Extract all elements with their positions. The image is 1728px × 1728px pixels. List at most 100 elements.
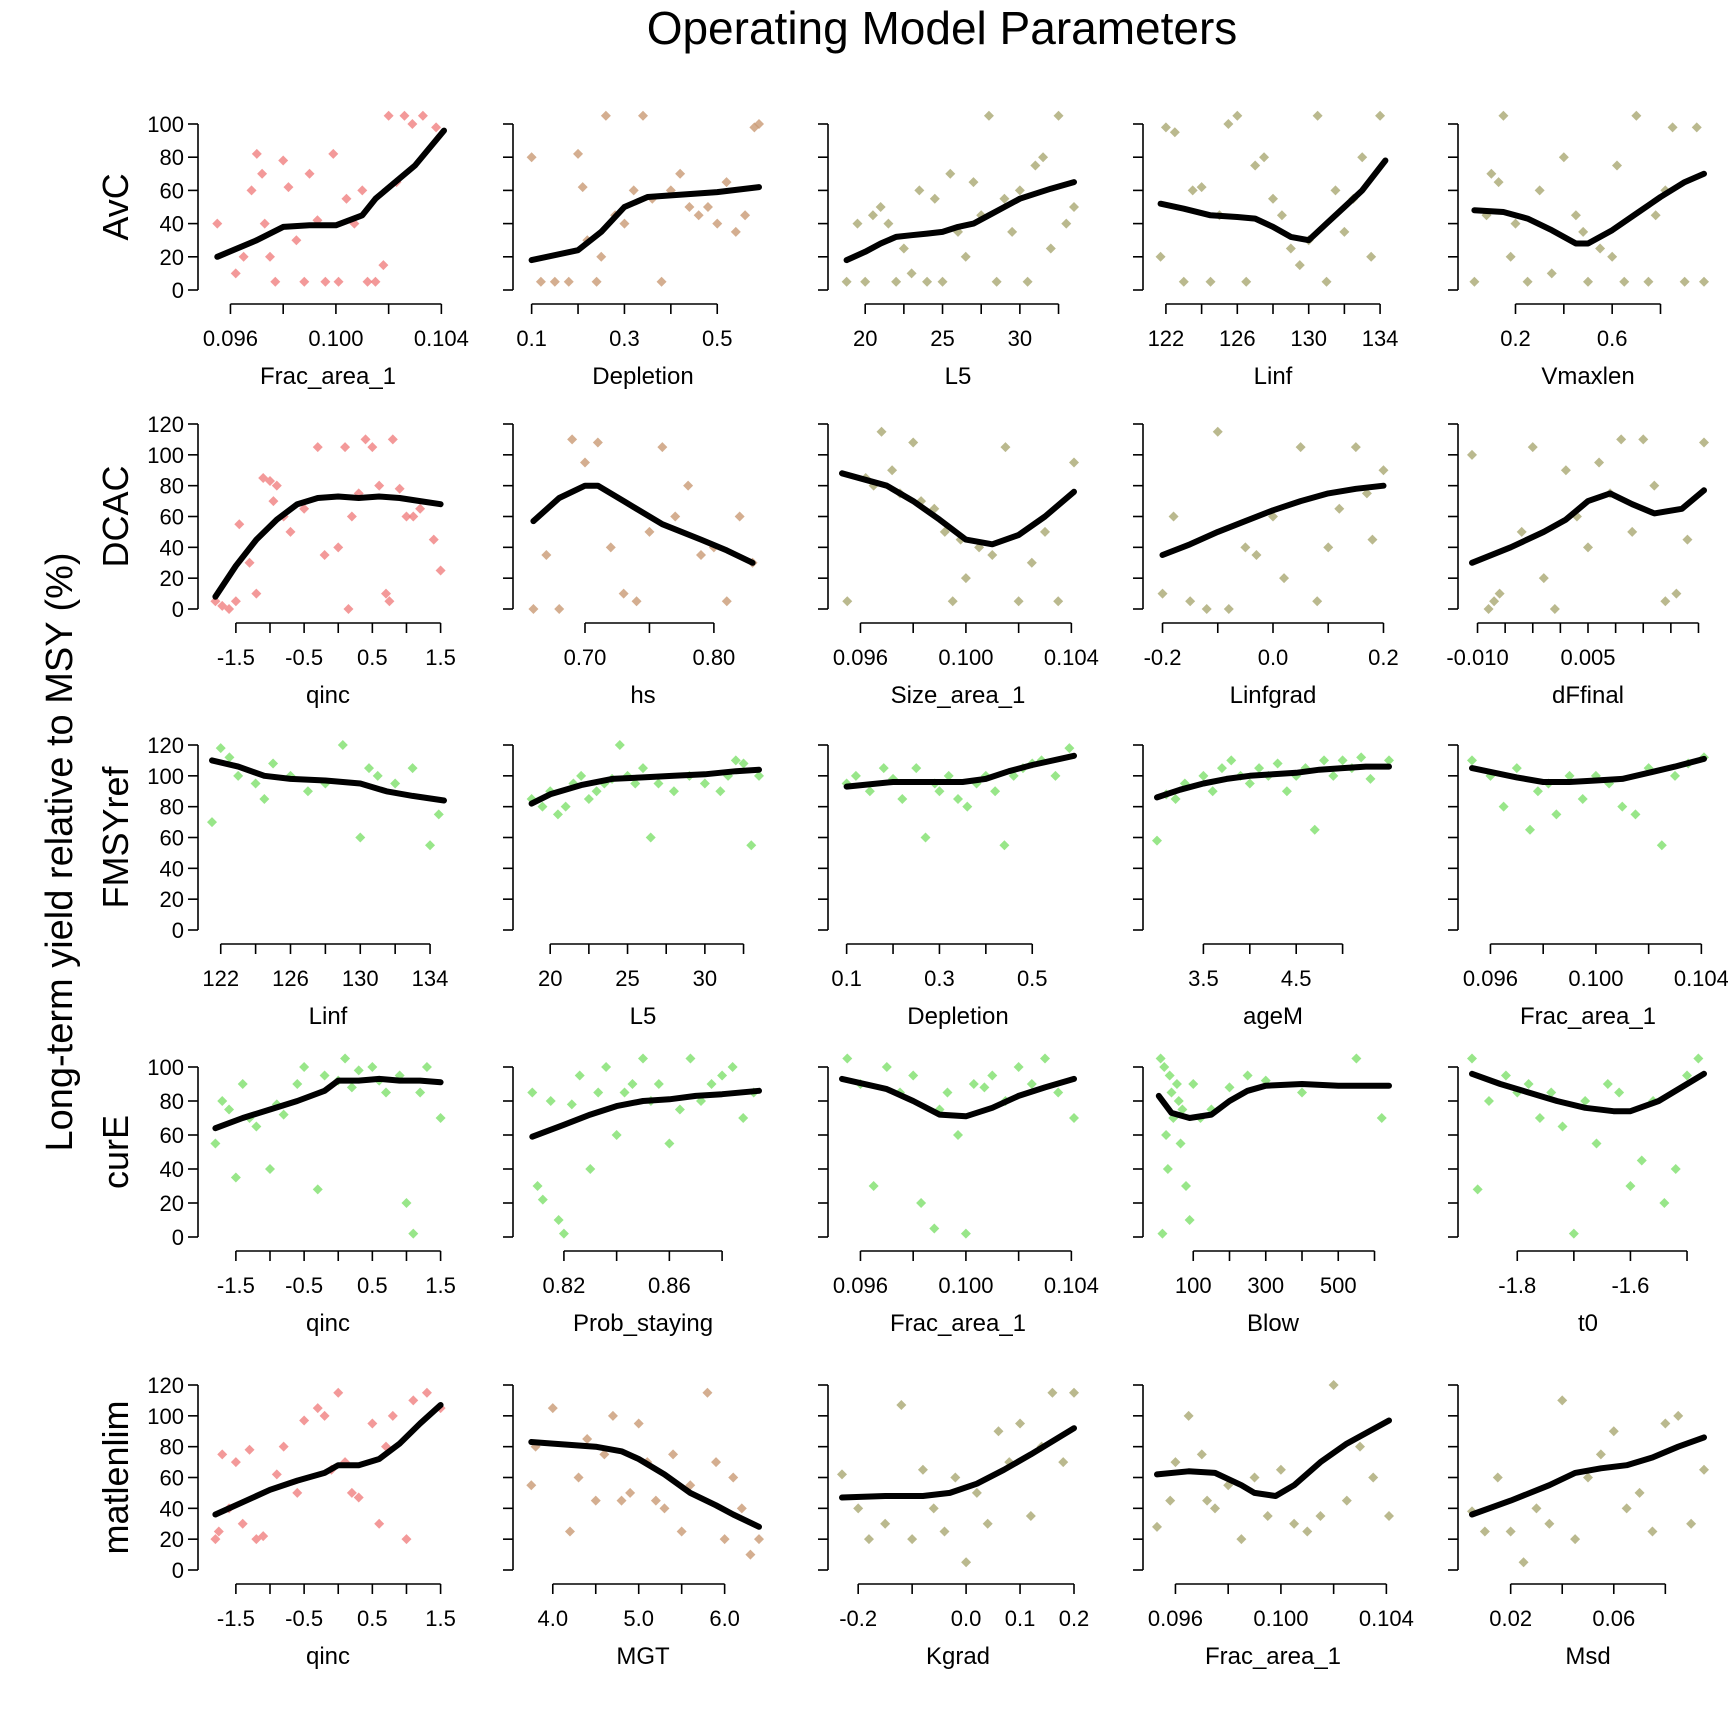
data-point xyxy=(1210,1503,1220,1513)
x-tick-label: 0.100 xyxy=(1253,1606,1308,1631)
x-tick-label: 0.5 xyxy=(357,645,388,670)
x-axis: 0.1 0.3 0.5Depletion xyxy=(516,304,732,390)
data-point xyxy=(1213,427,1223,437)
x-axis-label: Vmaxlen xyxy=(1541,363,1634,390)
y-tick-label: 100 xyxy=(147,1404,184,1429)
data-point xyxy=(1250,1473,1260,1483)
data-point xyxy=(1179,277,1189,287)
data-point xyxy=(333,1388,343,1398)
data-point xyxy=(653,779,663,789)
x-tick-label: 0.5 xyxy=(357,1606,388,1631)
data-point xyxy=(1172,1079,1182,1089)
panel-matlenlim-Msd: 0.02 0.06Msd xyxy=(1448,1385,1709,1670)
x-tick-label: 1.5 xyxy=(425,645,456,670)
data-point xyxy=(877,427,887,437)
data-point xyxy=(1014,1062,1024,1072)
data-point xyxy=(1571,210,1581,220)
data-point xyxy=(1670,771,1680,781)
data-point xyxy=(268,759,278,769)
y-axis xyxy=(1133,1385,1143,1570)
data-point xyxy=(615,740,625,750)
data-point xyxy=(1069,458,1079,468)
scatter-points xyxy=(527,740,764,850)
data-point xyxy=(436,565,446,575)
data-point xyxy=(272,1469,282,1479)
data-point xyxy=(627,1079,637,1089)
x-tick-label: -1.5 xyxy=(217,1273,255,1298)
x-axis: 0.2 0.6Vmaxlen xyxy=(1500,304,1660,390)
data-point xyxy=(239,252,249,262)
data-point xyxy=(914,185,924,195)
x-axis: 0.1 0.3 0.5Depletion xyxy=(831,944,1047,1030)
x-axis-label: dFfinal xyxy=(1552,682,1624,709)
data-point xyxy=(429,535,439,545)
panel-curE-t0: -1.8 -1.6t0 xyxy=(1448,1054,1704,1338)
x-axis-label: qinc xyxy=(306,682,350,709)
data-point xyxy=(1297,1088,1307,1098)
data-point xyxy=(962,802,972,812)
x-tick-label: 130 xyxy=(1290,326,1327,351)
x-tick-label: 20 xyxy=(853,326,877,351)
data-point xyxy=(367,1419,377,1429)
data-point xyxy=(1551,809,1561,819)
data-point xyxy=(343,604,353,614)
data-point xyxy=(1251,550,1261,560)
y-axis xyxy=(503,1385,513,1570)
x-tick-label: 126 xyxy=(1219,326,1256,351)
data-point xyxy=(1612,161,1622,171)
data-point xyxy=(1557,1395,1567,1405)
panel-grid: AvC0204060801000.096 0.100 0.104Frac_area_… xyxy=(95,111,1728,1670)
data-point xyxy=(1699,1465,1709,1475)
data-point xyxy=(1547,268,1557,278)
data-point xyxy=(1539,573,1549,583)
data-point xyxy=(644,527,654,537)
y-axis xyxy=(1448,124,1458,290)
data-point xyxy=(1310,825,1320,835)
data-point xyxy=(1158,589,1168,599)
x-tick-label: 0.104 xyxy=(414,326,469,351)
data-point xyxy=(313,442,323,452)
x-tick-label: 130 xyxy=(342,966,379,991)
data-point xyxy=(299,277,309,287)
data-point xyxy=(842,1054,852,1064)
data-point xyxy=(216,743,226,753)
data-point xyxy=(1506,1526,1516,1536)
data-point xyxy=(1660,1419,1670,1429)
data-point xyxy=(233,771,243,781)
data-point xyxy=(1181,1181,1191,1191)
x-tick-label: -1.5 xyxy=(217,1606,255,1631)
x-tick-label: 25 xyxy=(930,326,954,351)
data-point xyxy=(354,1065,364,1075)
data-point xyxy=(291,235,301,245)
data-point xyxy=(1338,755,1348,765)
y-axis xyxy=(1448,745,1458,930)
x-tick-label: 0.1 xyxy=(831,966,862,991)
data-point xyxy=(292,1079,302,1089)
data-point xyxy=(347,512,357,522)
data-point xyxy=(1273,759,1283,769)
data-point xyxy=(1054,111,1064,121)
data-point xyxy=(617,1496,627,1506)
scatter-points xyxy=(1467,1395,1709,1567)
data-point xyxy=(1583,277,1593,287)
data-point xyxy=(669,786,679,796)
data-point xyxy=(869,1181,879,1191)
x-tick-label: 0.06 xyxy=(1592,1606,1635,1631)
data-point xyxy=(601,1062,611,1072)
y-tick-label: 40 xyxy=(160,856,184,881)
x-axis-label: Linf xyxy=(309,1003,348,1030)
data-point xyxy=(1157,1229,1167,1239)
data-point xyxy=(1535,185,1545,195)
y-axis xyxy=(503,1067,513,1237)
x-tick-label: 122 xyxy=(202,966,239,991)
data-point xyxy=(1668,122,1678,132)
x-tick-label: 0.0 xyxy=(1258,645,1289,670)
x-axis: 20 25 30L5 xyxy=(538,944,744,1030)
data-point xyxy=(415,504,425,514)
data-point xyxy=(740,210,750,220)
data-point xyxy=(1493,1473,1503,1483)
smooth-curve xyxy=(1474,174,1704,244)
y-axis xyxy=(1133,124,1143,290)
data-point xyxy=(1550,604,1560,614)
